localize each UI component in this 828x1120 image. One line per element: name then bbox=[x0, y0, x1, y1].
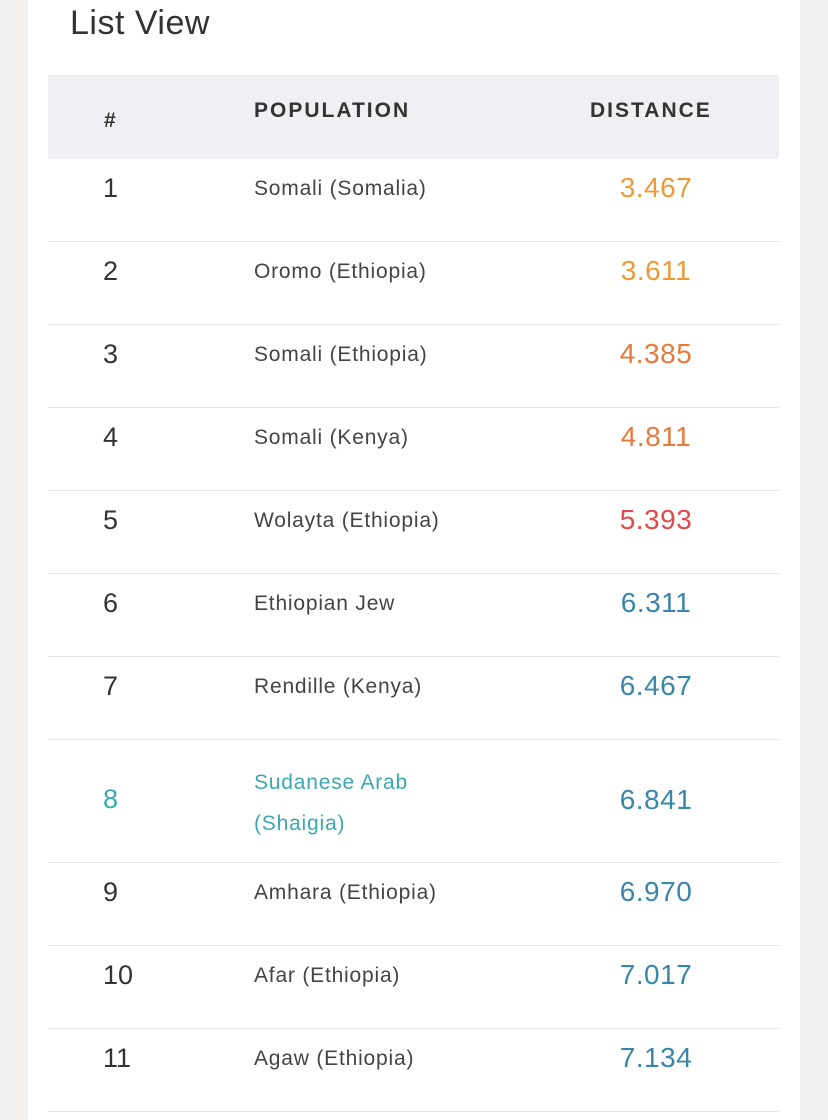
table-row[interactable]: 11 Agaw (Ethiopia) 7.134 bbox=[48, 1029, 779, 1112]
row-distance: 7.134 bbox=[619, 1042, 693, 1073]
row-population: Somali (Somalia) bbox=[254, 177, 427, 200]
row-distance: 6.311 bbox=[620, 587, 692, 618]
population-table: # POPULATION DISTANCE 1 Somali (Somalia) 3… bbox=[48, 75, 779, 1112]
row-distance: 3.467 bbox=[619, 172, 693, 203]
table-row[interactable]: 4 Somali (Kenya) 4.811 bbox=[48, 408, 779, 491]
row-distance: 7.017 bbox=[619, 959, 693, 990]
row-population: Ethiopian Jew bbox=[254, 592, 396, 615]
table-row[interactable]: 9 Amhara (Ethiopia) 6.970 bbox=[48, 863, 779, 946]
row-rank: 2 bbox=[103, 256, 119, 286]
row-rank: 7 bbox=[103, 671, 119, 701]
list-view-card: List View # POPULATION DISTANCE 1 Somali … bbox=[28, 0, 800, 1120]
row-population: Amhara (Ethiopia) bbox=[254, 881, 437, 904]
row-rank: 5 bbox=[103, 505, 119, 535]
row-population[interactable]: Sudanese Arab (Shaigia) bbox=[254, 771, 409, 835]
row-rank: 6 bbox=[103, 588, 119, 618]
table-row[interactable]: 6 Ethiopian Jew 6.311 bbox=[48, 574, 779, 657]
table-body: 1 Somali (Somalia) 3.467 2 Oromo (Ethiopia) 3… bbox=[48, 159, 779, 1112]
row-rank: 8 bbox=[103, 784, 119, 814]
table-row[interactable]: 1 Somali (Somalia) 3.467 bbox=[48, 159, 779, 242]
table-row[interactable]: 2 Oromo (Ethiopia) 3.611 bbox=[48, 242, 779, 325]
row-population: Wolayta (Ethiopia) bbox=[254, 509, 440, 532]
row-distance: 3.611 bbox=[620, 255, 692, 286]
table-row[interactable]: 3 Somali (Ethiopia) 4.385 bbox=[48, 325, 779, 408]
row-population: Somali (Kenya) bbox=[254, 426, 409, 449]
table-row[interactable]: 5 Wolayta (Ethiopia) 5.393 bbox=[48, 491, 779, 574]
header-distance[interactable]: DISTANCE bbox=[590, 99, 712, 122]
row-population: Rendille (Kenya) bbox=[254, 675, 423, 698]
row-population: Afar (Ethiopia) bbox=[254, 964, 401, 987]
row-rank: 11 bbox=[103, 1043, 132, 1073]
row-distance: 6.970 bbox=[619, 876, 693, 907]
table-header: # POPULATION DISTANCE bbox=[48, 75, 779, 159]
row-distance: 4.811 bbox=[620, 421, 692, 452]
row-distance: 5.393 bbox=[619, 504, 693, 535]
row-rank: 1 bbox=[103, 173, 119, 203]
header-rank: # bbox=[104, 109, 118, 132]
row-rank: 10 bbox=[103, 960, 134, 990]
row-distance: 6.841 bbox=[619, 784, 693, 815]
row-distance: 6.467 bbox=[619, 670, 693, 701]
row-rank: 4 bbox=[103, 422, 119, 452]
table-row[interactable]: 7 Rendille (Kenya) 6.467 bbox=[48, 657, 779, 740]
row-population: Agaw (Ethiopia) bbox=[254, 1047, 415, 1070]
table-row[interactable]: 10 Afar (Ethiopia) 7.017 bbox=[48, 946, 779, 1029]
row-distance: 4.385 bbox=[619, 338, 693, 369]
row-rank: 9 bbox=[103, 877, 119, 907]
table-row[interactable]: 8 Sudanese Arab (Shaigia) 6.841 bbox=[48, 740, 779, 863]
row-rank: 3 bbox=[103, 339, 119, 369]
row-population: Oromo (Ethiopia) bbox=[254, 260, 427, 283]
header-population[interactable]: POPULATION bbox=[254, 99, 411, 122]
page-title: List View bbox=[70, 4, 210, 42]
row-population: Somali (Ethiopia) bbox=[254, 343, 428, 366]
